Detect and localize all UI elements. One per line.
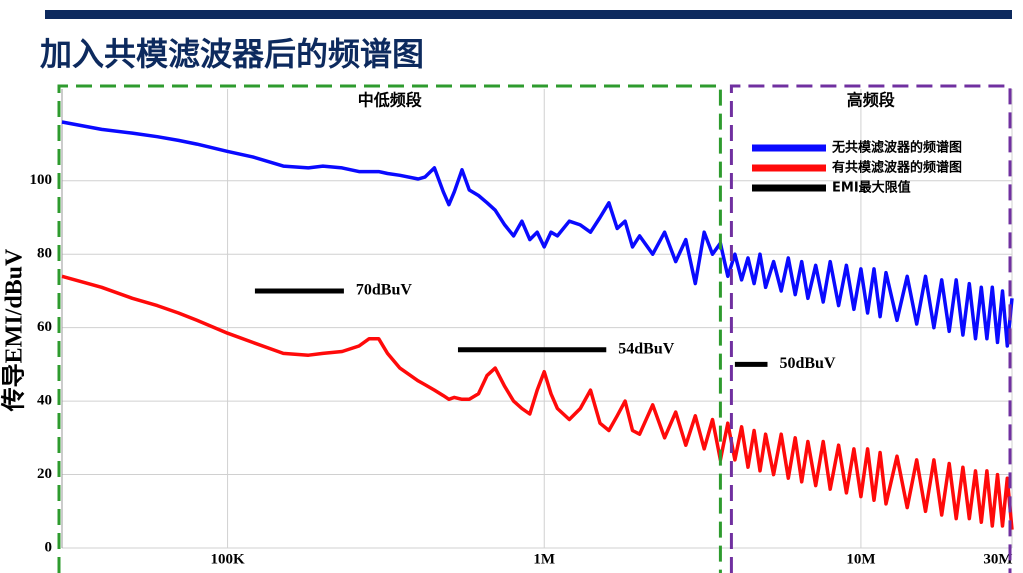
y-axis-label: 传导EMI/dBuV bbox=[1, 248, 28, 412]
x-tick-label: 10M bbox=[846, 551, 875, 567]
legend-label: 无共模滤波器的频谱图 bbox=[831, 140, 962, 156]
x-tick-label: 30M bbox=[983, 551, 1012, 567]
limit-label: 50dBuV bbox=[779, 355, 835, 372]
series-line bbox=[61, 274, 1014, 530]
x-tick-label: 100K bbox=[210, 551, 245, 567]
y-tick-label: 60 bbox=[37, 319, 52, 335]
slide-title: 加入共模滤波器后的频谱图 bbox=[40, 35, 424, 73]
y-tick-label: 80 bbox=[37, 246, 52, 262]
header-bar bbox=[45, 10, 1012, 19]
y-tick-label: 40 bbox=[37, 393, 52, 409]
limit-label: 70dBuV bbox=[356, 282, 412, 299]
y-tick-label: 20 bbox=[37, 466, 52, 482]
region-box bbox=[729, 84, 1012, 573]
region-label: 高频段 bbox=[847, 91, 896, 110]
y-tick-label: 100 bbox=[30, 172, 53, 188]
legend-label: EMI最大限值 bbox=[832, 180, 911, 196]
limit-label: 54dBuV bbox=[618, 340, 674, 357]
region-box bbox=[57, 84, 722, 573]
region-label: 中低频段 bbox=[358, 91, 423, 110]
y-tick-label: 0 bbox=[45, 539, 53, 555]
x-tick-label: 1M bbox=[533, 551, 555, 567]
legend-label: 有共模滤波器的频谱图 bbox=[832, 160, 962, 176]
series-line bbox=[61, 120, 1014, 348]
